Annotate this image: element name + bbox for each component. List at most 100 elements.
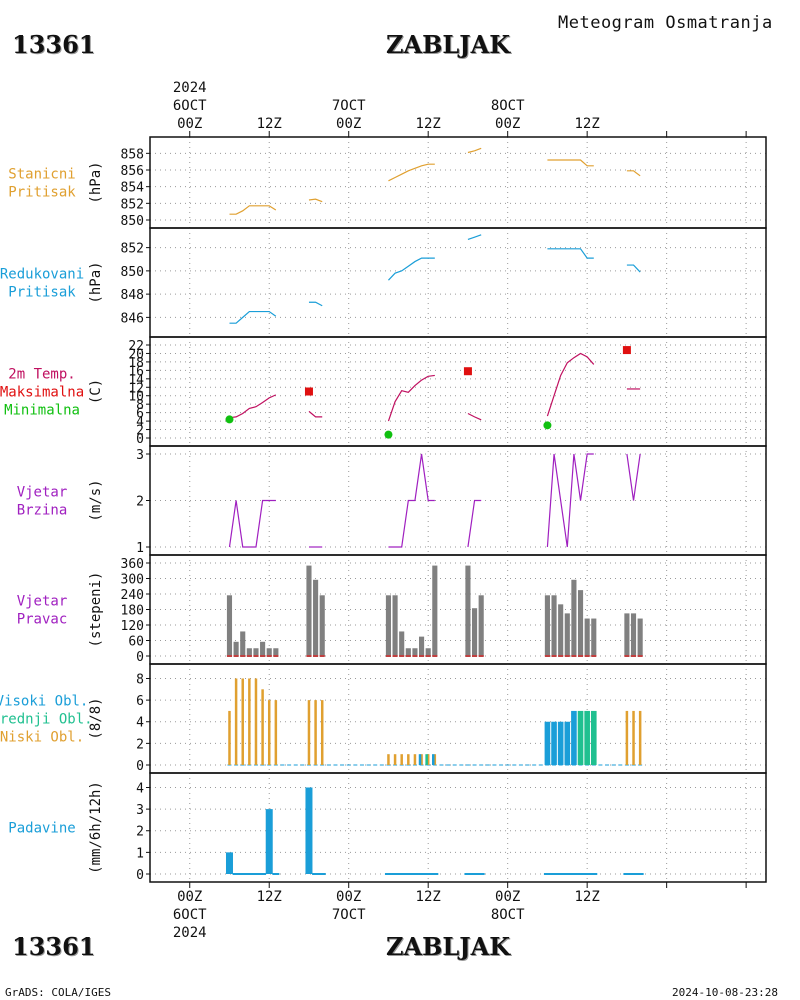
x-tick-label-top: 12Z xyxy=(575,116,600,132)
wind-direction-bar xyxy=(419,636,425,656)
wind-direction-bar xyxy=(253,648,259,656)
panel-label: Niski Obl. xyxy=(0,730,84,746)
precipitation-bar xyxy=(225,852,233,874)
series-line xyxy=(467,147,482,154)
x-tick-label-bottom: 00Z xyxy=(495,889,520,905)
high-cloud-bar xyxy=(544,721,551,765)
wind-direction-bar xyxy=(392,595,398,656)
low-cloud-bar xyxy=(241,678,244,765)
x-tick-label-bottom: 00Z xyxy=(336,889,361,905)
low-cloud-bar xyxy=(320,700,324,765)
precipitation-bar xyxy=(265,809,273,874)
wind-direction-bar xyxy=(630,613,637,656)
y-tick-label: 2 xyxy=(136,737,144,752)
x-tick-label-top: 00Z xyxy=(177,116,202,132)
panel-data xyxy=(229,234,641,324)
wind-direction-bar xyxy=(577,590,584,656)
wind-direction-bar xyxy=(465,565,471,656)
panel-frame xyxy=(149,445,767,556)
y-axis-label: (m/s) xyxy=(88,479,104,521)
panel-padavine: 0 1 2 3 4 (mm/6h/12h) Padavine xyxy=(8,772,767,883)
low-cloud-bar xyxy=(314,700,317,765)
panel-redukovani-pritisak: 846 848 850 852 (hPa)Redukovani Pritisak xyxy=(0,227,767,338)
high-cloud-bar xyxy=(551,721,557,765)
low-cloud-bar xyxy=(274,700,278,765)
series-line xyxy=(626,453,641,501)
y-tick-label: 8 xyxy=(136,398,144,413)
panel-frame xyxy=(149,227,767,338)
series-line xyxy=(546,453,594,548)
panel-frame xyxy=(149,772,767,883)
low-cloud-bar xyxy=(393,754,397,765)
y-tick-label: 120 xyxy=(121,619,144,634)
series-line xyxy=(626,264,641,273)
high-cloud-bar xyxy=(557,721,564,765)
wind-direction-bar xyxy=(584,618,590,656)
panel-label: Pritisak xyxy=(8,185,76,201)
y-tick-label: 2 xyxy=(136,424,144,439)
high-cloud-bar xyxy=(564,721,571,765)
y-tick-label: 856 xyxy=(121,164,144,179)
series-line xyxy=(388,453,435,548)
y-axis-label: (hPa) xyxy=(88,261,104,303)
series-line xyxy=(387,374,435,422)
panel-data xyxy=(227,678,643,766)
wind-direction-bar xyxy=(313,579,319,656)
wind-direction-bar xyxy=(564,613,570,656)
panel-label: Stanicni xyxy=(8,167,75,183)
panel-label: Maksimalna xyxy=(0,385,84,401)
y-tick-label: 60 xyxy=(128,635,144,650)
low-cloud-bar xyxy=(228,710,231,765)
series-line xyxy=(308,301,323,307)
wind-direction-bar xyxy=(273,648,279,656)
y-tick-label: 2 xyxy=(136,825,144,840)
panel-frame xyxy=(149,136,767,229)
panel-label: Pravac xyxy=(17,612,68,628)
low-cloud-bar xyxy=(632,710,635,765)
wind-direction-bar xyxy=(432,565,438,656)
wind-direction-bar xyxy=(226,595,233,656)
panel-label: Brzina xyxy=(17,503,68,519)
panel-label: 2m Temp. xyxy=(8,367,75,383)
y-tick-label: 18 xyxy=(128,356,144,371)
series-line xyxy=(467,234,482,241)
y-axis-label: (hPa) xyxy=(88,161,104,203)
wind-direction-bar xyxy=(558,604,564,656)
y-tick-label: 16 xyxy=(128,364,144,379)
series-line xyxy=(467,499,482,548)
day-label-top: 8OCT xyxy=(491,98,525,114)
wind-direction-bar xyxy=(399,631,405,656)
min-temp-marker xyxy=(543,421,552,430)
footer-timestamp: 2024-10-08-23:28 xyxy=(672,986,778,999)
y-tick-label: 180 xyxy=(121,604,144,619)
wind-direction-bar xyxy=(624,613,630,656)
wind-direction-bar xyxy=(425,648,431,656)
y-tick-label: 854 xyxy=(121,181,145,196)
y-tick-label: 20 xyxy=(128,347,144,362)
y-tick-label: 12 xyxy=(128,381,144,396)
max-temp-marker xyxy=(463,367,472,376)
y-axis-label: (mm/6h/12h) xyxy=(88,781,104,874)
low-cloud-bar xyxy=(248,678,251,765)
y-tick-label: 4 xyxy=(136,415,144,430)
footer-station-id: 13361 xyxy=(12,932,96,961)
y-tick-label: 846 xyxy=(121,311,144,326)
panel-oblacnost: 0 2 4 6 8 (8/8)Visoki Obl. Srednji Obl. Niski O… xyxy=(0,663,767,774)
y-tick-label: 2 xyxy=(136,495,144,510)
panel-data xyxy=(228,453,641,548)
y-tick-label: 850 xyxy=(121,265,144,280)
x-tick-label-bottom: 12Z xyxy=(575,889,600,905)
y-tick-label: 0 xyxy=(136,868,144,883)
y-tick-label: 850 xyxy=(121,214,144,229)
y-tick-label: 14 xyxy=(128,373,144,388)
station-name: ZABLJAK xyxy=(386,30,511,59)
panel-label: Pritisak xyxy=(8,285,76,301)
wind-direction-bar xyxy=(246,648,252,656)
y-axis-label: (C) xyxy=(88,379,104,404)
series-line xyxy=(229,394,277,419)
series-line xyxy=(546,352,595,417)
low-cloud-bar xyxy=(433,754,437,765)
panel-frame xyxy=(149,336,767,447)
